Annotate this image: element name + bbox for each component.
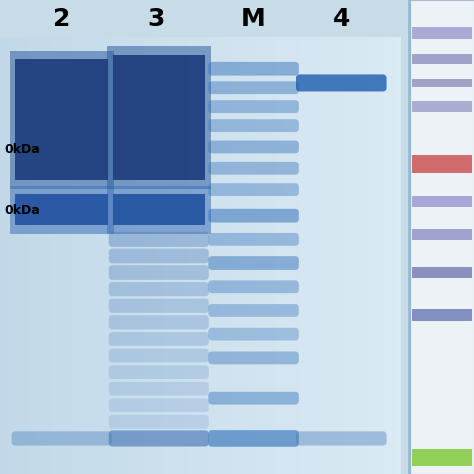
Text: 0kDa: 0kDa — [5, 143, 40, 156]
FancyBboxPatch shape — [209, 328, 299, 341]
Bar — [412, 196, 472, 207]
Bar — [412, 101, 472, 112]
Bar — [107, 186, 210, 234]
Text: 2: 2 — [53, 7, 70, 31]
Text: 0kDa: 0kDa — [5, 204, 40, 218]
Bar — [107, 46, 210, 189]
Bar — [10, 186, 114, 234]
FancyBboxPatch shape — [209, 162, 299, 175]
FancyBboxPatch shape — [109, 299, 209, 313]
Text: 3: 3 — [148, 7, 165, 31]
Bar — [412, 27, 472, 39]
FancyBboxPatch shape — [209, 280, 299, 293]
FancyBboxPatch shape — [109, 265, 209, 280]
FancyBboxPatch shape — [209, 62, 299, 76]
FancyBboxPatch shape — [209, 141, 299, 154]
FancyBboxPatch shape — [296, 74, 386, 91]
FancyBboxPatch shape — [209, 352, 299, 365]
Bar — [412, 229, 472, 240]
Bar — [412, 449, 472, 465]
Bar — [16, 194, 108, 225]
FancyBboxPatch shape — [109, 398, 209, 412]
Bar — [412, 155, 472, 173]
FancyBboxPatch shape — [209, 100, 299, 113]
Bar — [412, 54, 472, 64]
Bar — [113, 194, 205, 225]
FancyBboxPatch shape — [109, 232, 209, 247]
FancyBboxPatch shape — [109, 315, 209, 329]
FancyBboxPatch shape — [209, 304, 299, 317]
Bar — [412, 79, 472, 87]
Text: M: M — [241, 7, 266, 31]
FancyBboxPatch shape — [209, 430, 299, 447]
FancyBboxPatch shape — [296, 431, 386, 446]
FancyBboxPatch shape — [109, 349, 209, 363]
FancyBboxPatch shape — [209, 209, 299, 222]
Bar — [410, 0, 474, 474]
FancyBboxPatch shape — [209, 233, 299, 246]
FancyBboxPatch shape — [209, 119, 299, 132]
FancyBboxPatch shape — [109, 430, 209, 447]
FancyBboxPatch shape — [209, 392, 299, 405]
Bar — [412, 267, 472, 278]
FancyBboxPatch shape — [109, 248, 209, 264]
FancyBboxPatch shape — [109, 415, 209, 428]
FancyBboxPatch shape — [109, 282, 209, 296]
FancyBboxPatch shape — [209, 82, 299, 94]
FancyBboxPatch shape — [209, 183, 299, 196]
FancyBboxPatch shape — [109, 382, 209, 395]
Text: 4: 4 — [333, 7, 350, 31]
FancyBboxPatch shape — [109, 332, 209, 346]
Bar — [16, 59, 108, 180]
FancyBboxPatch shape — [109, 365, 209, 379]
Bar — [412, 309, 472, 321]
FancyBboxPatch shape — [209, 256, 299, 270]
Bar — [408, 0, 411, 474]
Bar — [113, 55, 205, 180]
Bar — [10, 51, 114, 189]
FancyBboxPatch shape — [12, 431, 112, 446]
